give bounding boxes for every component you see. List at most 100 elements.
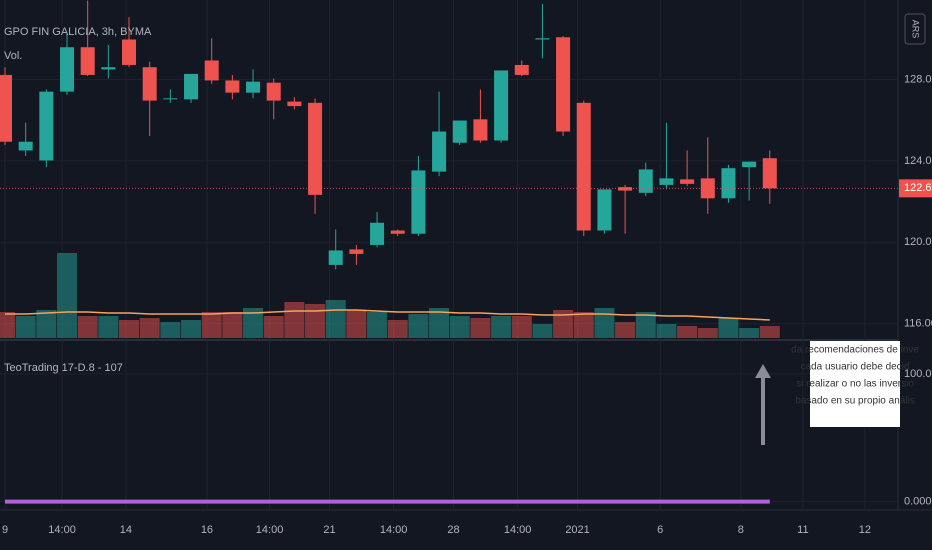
x-tick-label: 6 <box>657 524 663 536</box>
volume-bar <box>739 328 760 338</box>
candle-body <box>597 189 612 231</box>
candle-body <box>60 47 75 92</box>
volume-bar <box>15 316 36 338</box>
candle-body <box>142 67 157 101</box>
x-tick-label: 8 <box>738 524 744 536</box>
marks <box>0 0 898 504</box>
annotation-line: si realizar o no las inversio <box>796 379 914 390</box>
x-tick-label: 14:00 <box>504 524 532 536</box>
candle-body <box>535 38 550 40</box>
candle-body <box>287 101 302 107</box>
x-tick-label: 28 <box>447 524 459 536</box>
volume-bar <box>243 308 264 338</box>
volume-bar <box>325 300 346 338</box>
candle-body <box>246 81 261 93</box>
volume-bar <box>491 316 512 338</box>
candle-body <box>80 47 95 75</box>
candle-body <box>514 64 529 75</box>
candle-body <box>101 67 116 70</box>
y-tick-label: 128.000 <box>904 73 932 85</box>
annotation-line: da recomendaciones de inve <box>791 345 919 356</box>
candle-body <box>163 98 178 100</box>
volume-bar <box>470 318 491 338</box>
y-tick-label: 116.000 <box>904 318 932 330</box>
candle-body <box>308 102 323 195</box>
candle-body <box>742 161 757 168</box>
candle-body <box>700 178 715 199</box>
volume-bar <box>263 316 284 338</box>
volume-bar <box>36 310 57 338</box>
y-tick-label: 124.000 <box>904 155 932 167</box>
indicator-title: TeoTrading 17-D.8 - 107 <box>4 362 123 374</box>
x-tick-label: 14:00 <box>256 524 284 536</box>
candle-body <box>0 74 12 142</box>
candle-body <box>370 222 385 245</box>
volume-bar <box>181 320 202 338</box>
volume-bar <box>222 312 243 338</box>
volume-bar <box>429 308 450 338</box>
annotation: da recomendaciones de inve cada usuario d… <box>791 345 919 407</box>
candle-body <box>266 82 281 101</box>
x-tick-label: 21 <box>323 524 335 536</box>
x-tick-label: 2021 <box>565 524 589 536</box>
volume-bar <box>615 322 636 338</box>
y-tick-label: 0.000 <box>904 496 932 508</box>
y-tick-label: 100.000 <box>904 368 932 380</box>
volume-bar <box>656 324 677 338</box>
candle-body <box>680 179 695 184</box>
arrow-head <box>755 364 771 378</box>
x-tick-label: 9 <box>2 524 8 536</box>
last-price-label: 122.650 <box>904 182 932 194</box>
candle-body <box>452 120 467 143</box>
last-price-box <box>899 179 932 198</box>
volume-bar <box>77 316 98 338</box>
volume-bar <box>387 320 408 338</box>
x-tick-label: 14:00 <box>48 524 76 536</box>
volume-bar <box>408 314 429 338</box>
x-tick-label: 14 <box>120 524 132 536</box>
candle-body <box>184 73 199 100</box>
volume-label: Vol. <box>4 50 22 62</box>
volume-bar <box>98 316 119 338</box>
volume-bar <box>532 324 553 338</box>
candle-body <box>638 169 653 193</box>
chart-title: GPO FIN GALICIA, 3h, BYMA <box>4 26 152 38</box>
candle-body <box>390 230 405 234</box>
annotation-box <box>810 341 900 427</box>
volume-bar <box>305 304 326 338</box>
volume-bar <box>449 316 470 338</box>
candle-body <box>225 80 240 93</box>
volume-bar <box>346 310 367 338</box>
candle-body <box>432 131 447 172</box>
candle-body <box>494 70 509 141</box>
candle-body <box>18 141 33 151</box>
currency: ARS <box>911 20 921 39</box>
x-tick-label: 12 <box>859 524 871 536</box>
volume-bar <box>594 308 615 338</box>
volume-bar <box>677 326 698 338</box>
candle-body <box>556 37 571 132</box>
candle-body <box>411 170 426 234</box>
candle-body <box>659 178 674 185</box>
candle-body <box>762 158 777 189</box>
volume-bar <box>635 312 656 338</box>
volume-bar <box>139 318 160 338</box>
candle-body <box>349 249 364 254</box>
volume-bar <box>511 316 532 338</box>
candle-body <box>473 119 488 141</box>
volume-bar <box>573 312 594 338</box>
x-tick-label: 16 <box>201 524 213 536</box>
volume-bar <box>119 320 140 338</box>
volume-bar <box>553 310 574 338</box>
y-tick-label: 120.000 <box>904 236 932 248</box>
volume-bar <box>160 322 181 338</box>
volume-bar <box>0 312 15 338</box>
currency-box[interactable] <box>904 13 926 45</box>
candle-body <box>721 168 736 199</box>
candle-body <box>618 187 633 191</box>
x-tick-label: 14:00 <box>380 524 408 536</box>
candle-body <box>122 39 137 65</box>
volume-bar <box>284 302 305 338</box>
